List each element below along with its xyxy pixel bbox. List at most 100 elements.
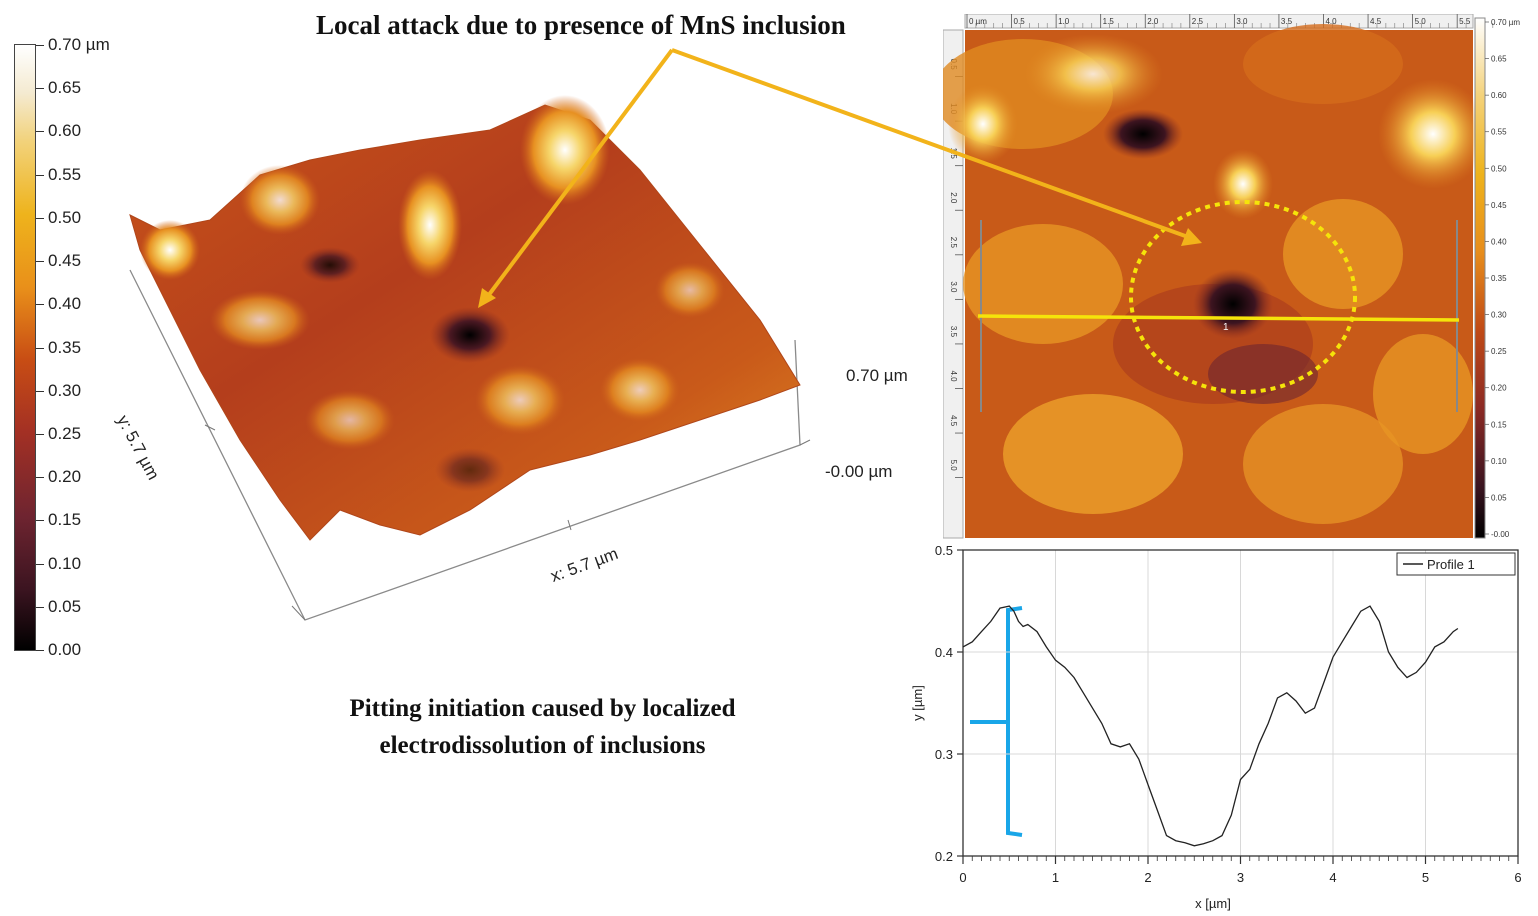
y-tick-label: 0.5 [935, 545, 953, 558]
legend: Profile 1 [1396, 552, 1516, 576]
ruler-label: 1.0 [1058, 17, 1070, 26]
profile-line-chart: 0 1 2 3 4 5 6 0.2 0.3 0.4 0.5 Profile 1 x [µm] y [… [910, 545, 1522, 911]
ruler-label: 2.5 [1192, 17, 1204, 26]
scale-label: 0.05 [1491, 493, 1507, 502]
surface-peak [240, 165, 320, 235]
map-top-ruler [964, 14, 1474, 29]
colorbar-tick [36, 390, 44, 392]
scale-label: 0.30 [1491, 311, 1507, 320]
surface-peak [520, 95, 610, 205]
y-axis-title: y [µm] [910, 685, 925, 721]
colorbar-label: 0.20 [48, 467, 82, 487]
ruler-label: 5.0 [949, 460, 958, 472]
surface-peak [398, 170, 462, 280]
colorbar-tick [36, 477, 44, 479]
axis-tick [291, 605, 306, 621]
surface-peak [655, 262, 725, 318]
colorbar-tick [36, 174, 44, 176]
colorbar-label: 0.15 [48, 510, 82, 530]
ruler-label: 4.5 [949, 415, 958, 427]
ruler-label: 3.5 [1281, 17, 1293, 26]
arrowhead-icon [478, 288, 496, 308]
ruler-label: 3.5 [949, 326, 958, 338]
ruler-label: 5.5 [1459, 17, 1471, 26]
inclusion-highlight-circle [1129, 200, 1357, 394]
x-tick-label: 1 [1052, 870, 1059, 885]
caption-line-2: electrodissolution of inclusions [379, 732, 706, 759]
colorbar-tick [36, 88, 44, 90]
ruler-label: 5.0 [1415, 17, 1427, 26]
x-tick-label: 6 [1514, 870, 1521, 885]
scale-label: -0.00 [1491, 530, 1510, 539]
ruler-label: 4.0 [1325, 17, 1337, 26]
surface-peak [140, 220, 200, 280]
x-tick-label: 5 [1422, 870, 1429, 885]
scale-label: 0.55 [1491, 128, 1507, 137]
scale-label: 0.10 [1491, 457, 1507, 466]
surface-pit [300, 247, 360, 283]
colorbar-label: 0.25 [48, 423, 82, 443]
scale-label: 0.25 [1491, 347, 1507, 356]
z-axis-bottom-label: -0.00 µm [825, 462, 893, 481]
x-tick-label: 3 [1237, 870, 1244, 885]
series-line-profile-1 [962, 605, 1459, 847]
colorbar-label: 0.05 [48, 596, 82, 616]
colorbar-tick [36, 45, 44, 46]
ruler-label: 4.0 [949, 370, 958, 382]
colorbar-tick [36, 433, 44, 435]
box-axes [129, 269, 801, 621]
surface-pit [435, 448, 505, 492]
map-scale-labels: 0.70 µm 0.65 0.60 0.55 0.50 0.45 0.40 0.35 0.30 0… [1485, 18, 1520, 539]
colorbar-label: 0.50 [48, 207, 82, 227]
surface-peak [600, 358, 680, 422]
annotation-arrow-left [486, 48, 674, 298]
x-axis-title: x [µm] [1195, 896, 1231, 911]
colorbar-tick [36, 563, 44, 565]
axis-tick [567, 519, 572, 531]
ruler-label: 2.5 [949, 237, 958, 249]
scale-label: 0.70 µm [1491, 18, 1520, 27]
ruler-label: 0.5 [1014, 17, 1026, 26]
scale-label: 0.50 [1491, 164, 1507, 173]
surface-pit [430, 307, 510, 363]
colorbar-tick [36, 261, 44, 263]
chart-grid [962, 549, 1519, 857]
bottom-caption: Pitting initiation caused by localized e… [270, 690, 815, 764]
colorbar-tick [36, 131, 44, 133]
ruler-label: 2.0 [1147, 17, 1159, 26]
scale-label: 0.65 [1491, 55, 1507, 64]
x-tick-label: 2 [1144, 870, 1151, 885]
axis-tick [799, 439, 811, 446]
scale-label: 0.15 [1491, 420, 1507, 429]
scale-label: 0.35 [1491, 274, 1507, 283]
scale-label: 0.20 [1491, 384, 1507, 393]
colorbar-label: 0.00 [48, 640, 82, 659]
colorbar-label: 0.30 [48, 380, 82, 400]
ruler-label: 3.0 [1236, 17, 1248, 26]
surface-peak [475, 365, 565, 435]
colorbar-label: 0.60 [48, 121, 82, 141]
colorbar-label: 0.55 [48, 164, 82, 184]
profile-marker: 1 [1223, 322, 1229, 333]
colorbar-label: 0.45 [48, 251, 82, 271]
colorbar-label: 0.10 [48, 553, 82, 573]
map-scale-bar [1474, 17, 1486, 539]
colorbar-tick [36, 650, 44, 651]
colorbar-tick [36, 606, 44, 608]
surface-peak [210, 290, 310, 350]
axis-tick [204, 424, 216, 431]
top-annotation-title: Local attack due to presence of MnS incl… [316, 10, 846, 40]
ruler-label: 1.5 [1103, 17, 1115, 26]
colorbar-label: 0.35 [48, 337, 82, 357]
colorbar-tick [36, 347, 44, 349]
scale-label: 0.40 [1491, 237, 1507, 246]
legend-label: Profile 1 [1427, 557, 1475, 572]
scale-label: 0.60 [1491, 91, 1507, 100]
profile-line[interactable] [977, 314, 1460, 322]
x-tick-label: 0 [959, 870, 966, 885]
z-axis-top-label: 0.70 µm [846, 366, 908, 385]
surface-3d-plot [129, 48, 811, 621]
afm-height-map: 0 µm 0.5 1.0 1.5 2.0 2.5 3.0 3.5 4.0 4.5 5.0 5.5 0.5… [943, 14, 1523, 544]
caption-line-1: Pitting initiation caused by localized [349, 695, 736, 722]
x-tick-label: 4 [1329, 870, 1336, 885]
